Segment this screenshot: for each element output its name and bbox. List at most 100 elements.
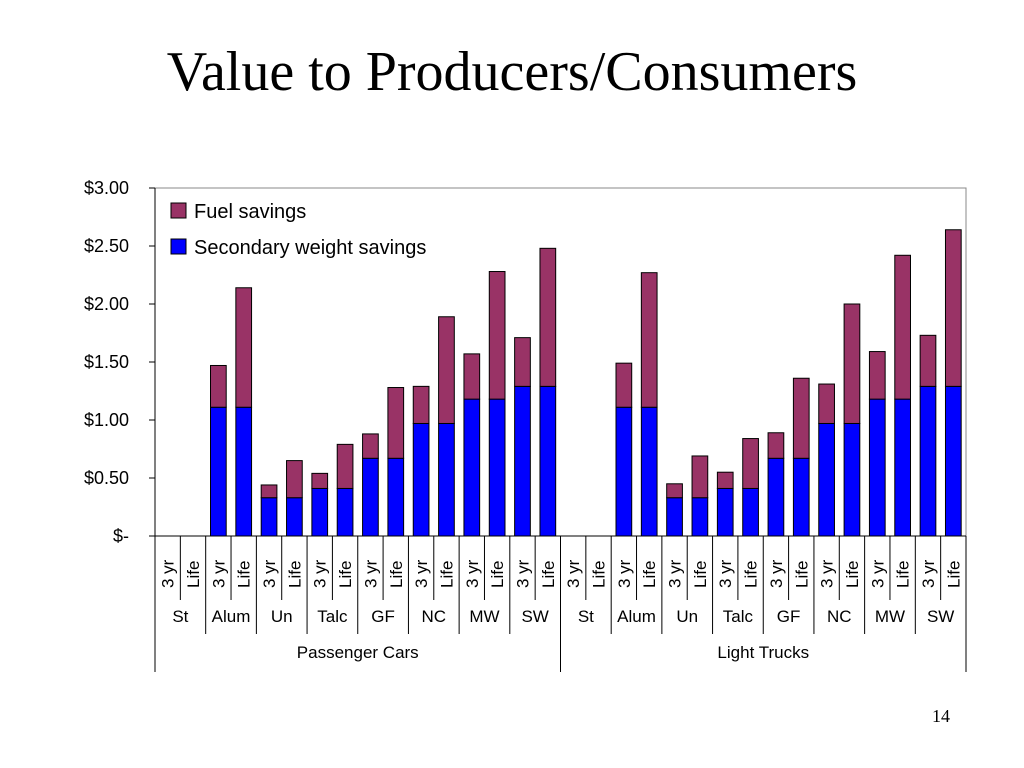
x-period-label: 3 yr [209,559,228,588]
legend-secondary-weight-savings-label: Secondary weight savings [194,237,426,259]
bar-secondary-weight-savings [691,497,709,537]
y-tick-label: $0.50 [84,468,129,488]
x-period-label: 3 yr [311,559,330,588]
bar-secondary-weight-savings [767,457,785,537]
x-material-label: SW [927,607,954,626]
bar-fuel-savings [387,387,405,459]
bar-secondary-weight-savings [362,457,379,537]
bar-fuel-savings [286,460,303,499]
bar-fuel-savings [488,271,506,400]
bar-fuel-savings [792,377,810,459]
x-period-label: 3 yr [919,559,938,588]
x-period-label: 3 yr [868,559,887,588]
x-material-label: MW [469,607,499,626]
x-period-label: 3 yr [767,559,786,588]
bar-fuel-savings [463,353,481,400]
bar-fuel-savings [260,484,278,499]
bar-fuel-savings [666,483,683,499]
legend-fuel-savings-swatch [170,202,187,219]
x-period-label: 3 yr [412,559,431,588]
x-material-label: St [172,607,188,626]
bar-secondary-weight-savings [210,406,227,537]
y-tick-label: $3.00 [84,178,129,198]
x-period-label: Life [792,561,811,588]
x-material-label: St [578,607,594,626]
bar-fuel-savings [615,362,633,408]
x-period-label: Life [488,561,507,588]
bar-fuel-savings [767,432,785,459]
bar-fuel-savings [716,471,734,489]
legend-secondary-weight-savings-swatch [170,238,187,255]
y-tick-label: $2.50 [84,236,129,256]
bar-fuel-savings [539,247,557,387]
x-material-label: MW [875,607,905,626]
bar-fuel-savings [818,383,835,424]
y-tick-label: $2.00 [84,294,129,314]
bar-fuel-savings [438,316,455,424]
bar-secondary-weight-savings [387,457,405,537]
bar-secondary-weight-savings [792,457,810,537]
x-period-label: 3 yr [463,559,482,588]
x-period-label: 3 yr [666,559,685,588]
x-period-label: Life [640,561,659,588]
bar-secondary-weight-savings [944,385,962,537]
bar-fuel-savings [336,443,354,489]
bar-fuel-savings [640,272,658,408]
bar-fuel-savings [235,287,253,408]
x-period-label: Life [336,561,355,588]
bar-secondary-weight-savings [666,497,683,537]
x-group-label: Passenger Cars [297,643,419,662]
x-period-label: Life [437,561,456,588]
bar-fuel-savings [944,229,962,387]
x-period-label: Life [539,561,558,588]
bar-secondary-weight-savings [488,398,506,537]
y-tick-label: $- [113,526,129,546]
bar-secondary-weight-savings [260,497,278,537]
bar-secondary-weight-savings [514,385,531,537]
bar-secondary-weight-savings [463,398,481,537]
bar-secondary-weight-savings [412,422,430,537]
x-period-label: 3 yr [818,559,837,588]
slide-number: 14 [932,706,950,726]
bar-secondary-weight-savings [311,487,329,537]
slide-title: Value to Producers/Consumers [166,41,858,103]
x-period-label: Life [894,561,913,588]
x-material-label: NC [422,607,447,626]
x-period-label: Life [235,561,254,588]
x-material-label: Un [271,607,293,626]
bar-fuel-savings [210,364,227,408]
x-period-label: Life [387,561,406,588]
x-material-label: SW [521,607,548,626]
bar-secondary-weight-savings [742,487,759,537]
x-material-label: Talc [317,607,348,626]
bar-secondary-weight-savings [640,406,658,537]
bar-secondary-weight-savings [615,406,633,537]
bar-fuel-savings [691,455,709,499]
x-material-label: GF [371,607,395,626]
x-period-label: 3 yr [361,559,380,588]
y-tick-label: $1.50 [84,352,129,372]
x-period-label: 3 yr [260,559,279,588]
x-material-label: Talc [723,607,754,626]
bar-fuel-savings [311,472,329,489]
bar-secondary-weight-savings [716,487,734,537]
bar-secondary-weight-savings [539,385,557,537]
x-period-label: 3 yr [159,559,178,588]
x-material-label: Alum [617,607,656,626]
x-period-label: Life [691,561,710,588]
bar-fuel-savings [742,438,759,489]
x-period-label: Life [285,561,304,588]
x-period-label: Life [184,561,203,588]
x-material-label: Un [676,607,698,626]
bar-secondary-weight-savings [438,422,455,537]
bar-secondary-weight-savings [919,385,937,537]
bar-secondary-weight-savings [843,422,861,537]
bar-fuel-savings [919,334,937,387]
legend-fuel-savings-label: Fuel savings [194,201,306,223]
bar-secondary-weight-savings [894,398,911,537]
bar-fuel-savings [514,337,531,387]
bar-fuel-savings [362,433,379,459]
x-period-label: 3 yr [716,559,735,588]
bar-fuel-savings [843,303,861,424]
